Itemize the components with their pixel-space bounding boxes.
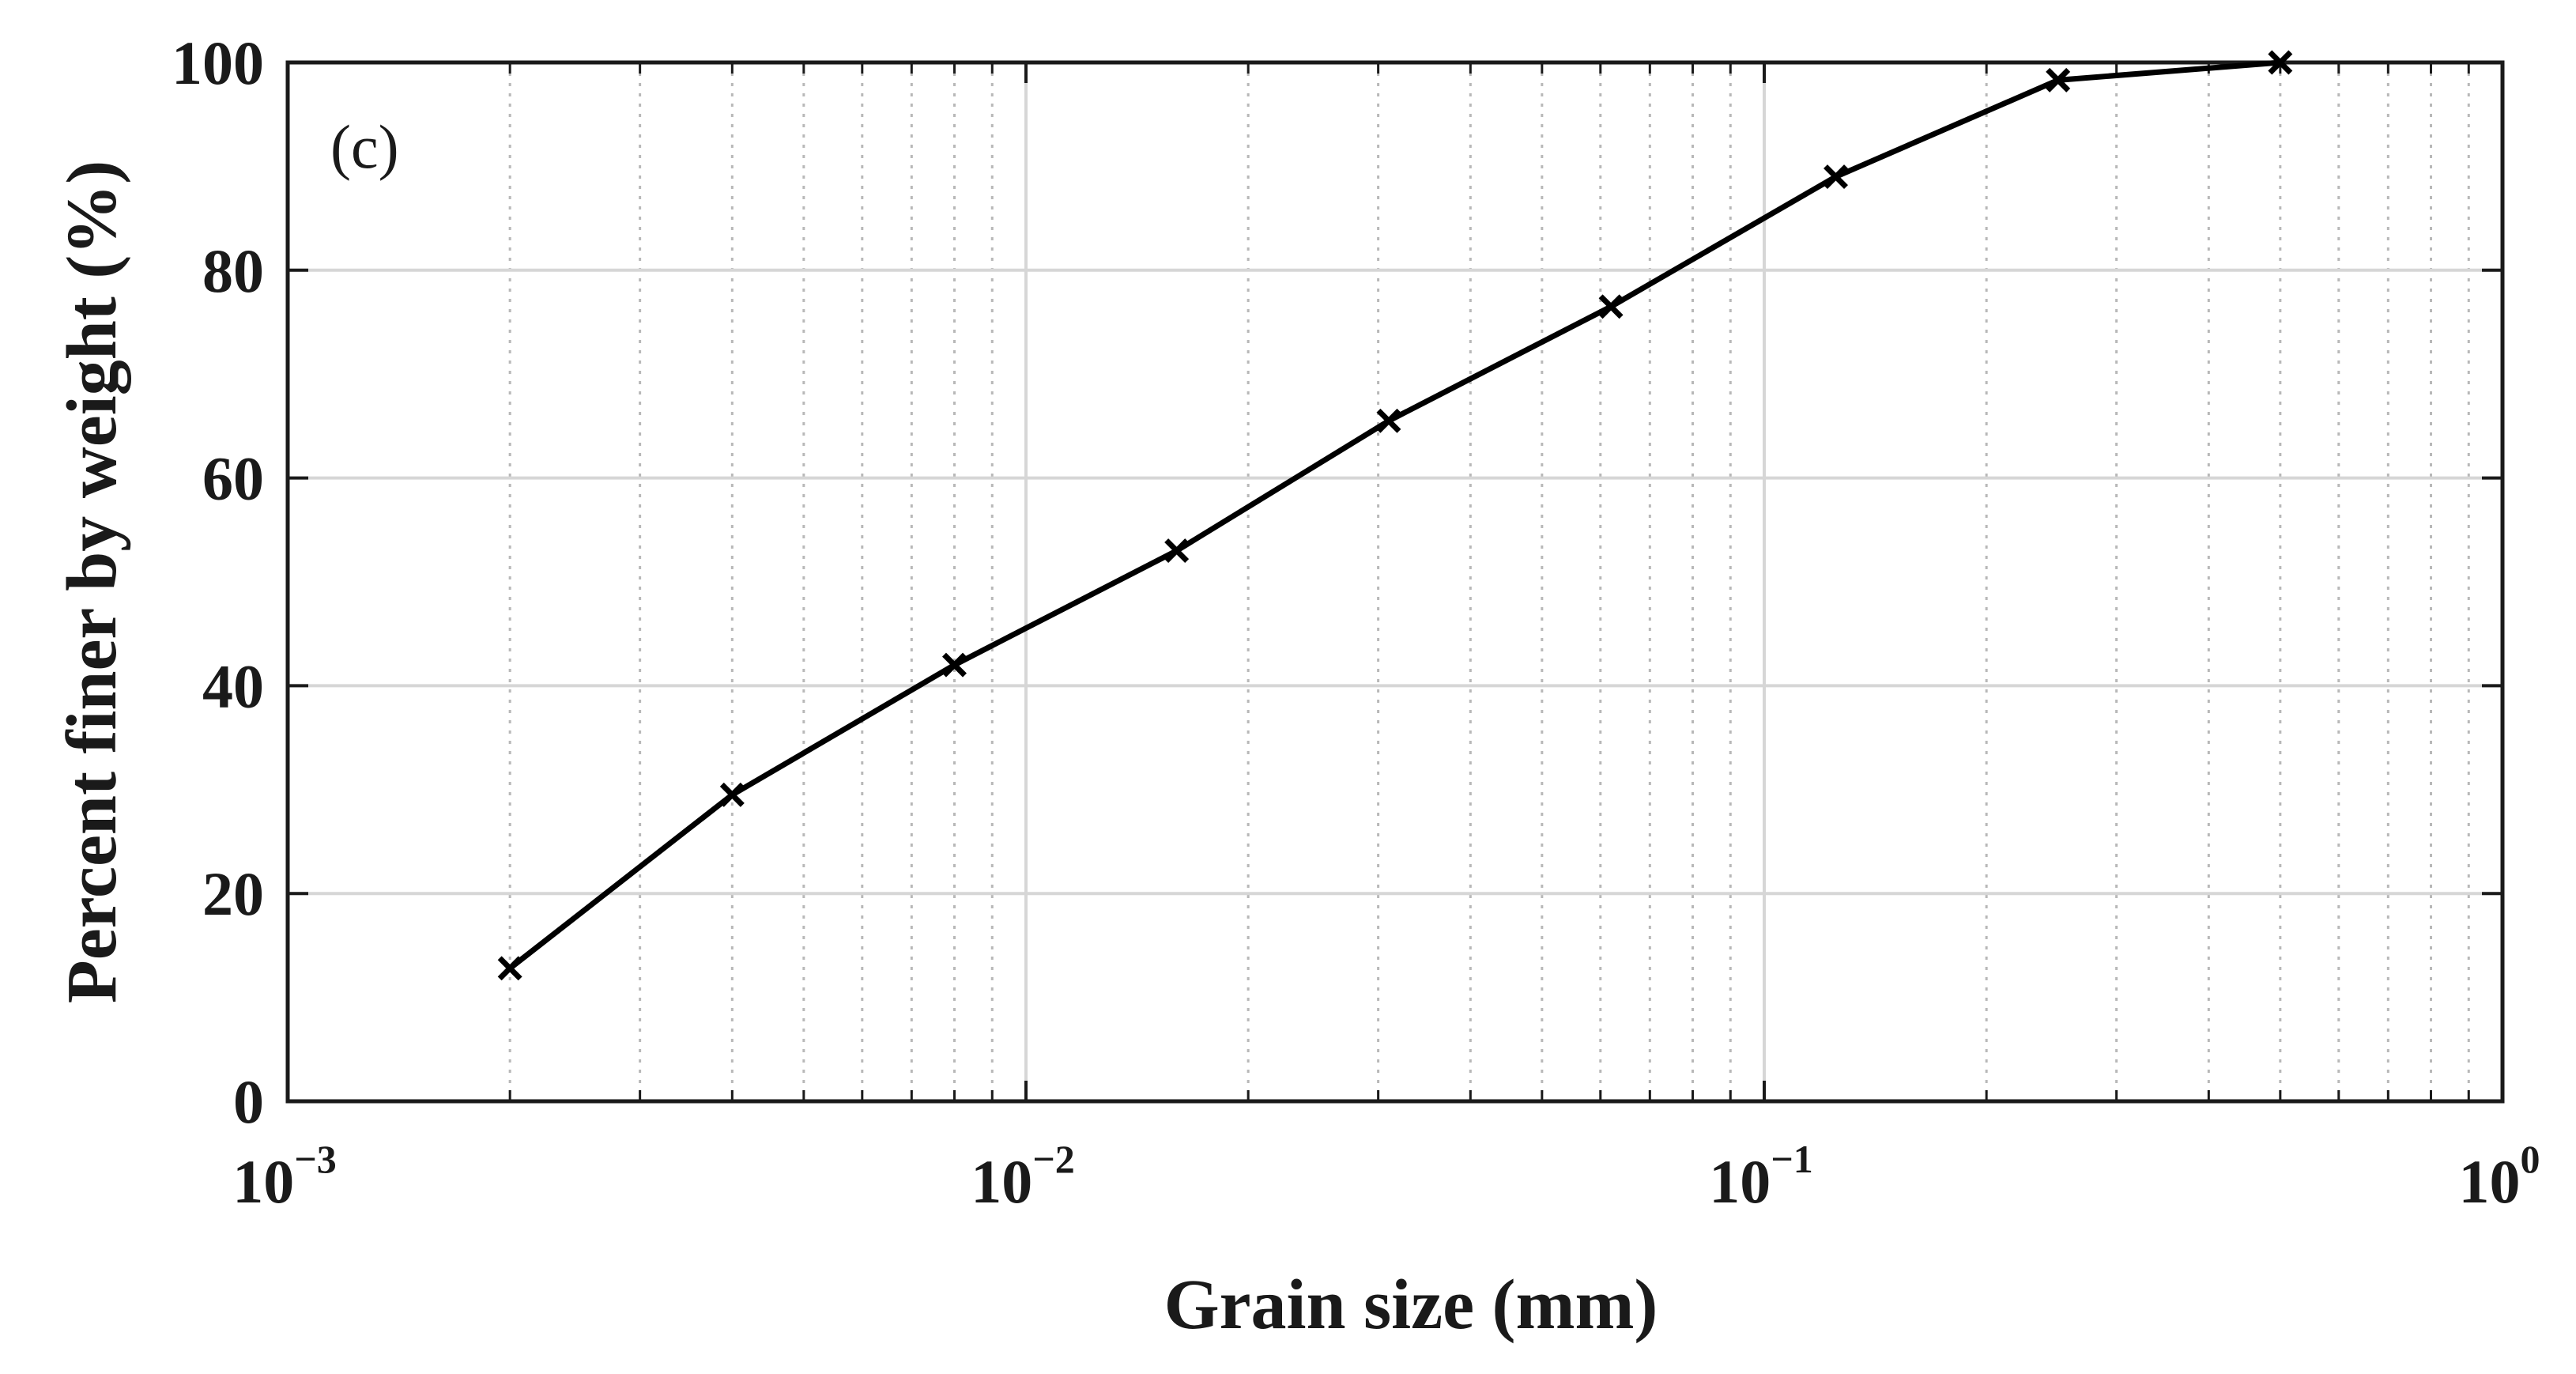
- marker-stroke: [1376, 408, 1401, 433]
- panel-label: (c): [330, 112, 399, 181]
- marker-stroke: [1164, 538, 1190, 564]
- x-tick-label: 100: [2459, 1137, 2540, 1216]
- x-tick-label: 10−2: [971, 1137, 1075, 1216]
- x-axis-label: Grain size (mm): [1164, 1266, 1658, 1344]
- data-point-marker: [2046, 67, 2071, 92]
- data-point-marker: [1376, 408, 1401, 433]
- marker-stroke: [2046, 67, 2071, 92]
- x-tick-label: 10−1: [1709, 1137, 1813, 1216]
- plot-frame: [285, 60, 2505, 1104]
- major-grid: [288, 62, 2502, 1101]
- axis-ticks: [286, 61, 2504, 1103]
- data-point-marker: [719, 782, 745, 807]
- y-tick-label: 80: [202, 236, 264, 305]
- data-point-marker: [1824, 164, 1848, 190]
- marker-stroke: [719, 782, 745, 807]
- data-point-marker: [2268, 50, 2293, 75]
- y-tick-label: 20: [202, 859, 264, 928]
- y-tick-label: 60: [202, 444, 264, 513]
- marker-stroke: [497, 956, 522, 981]
- series-line: [508, 59, 2281, 971]
- y-tick-label: 40: [202, 651, 264, 720]
- series-layer: [497, 50, 2293, 981]
- marker-stroke: [1824, 164, 1848, 190]
- data-point-marker: [942, 652, 967, 678]
- minor-grid: [508, 62, 2470, 1101]
- marker-stroke: [2268, 50, 2293, 75]
- y-tick-labels: 0 20 40 60 80 100: [172, 28, 264, 1136]
- marker-stroke: [1598, 294, 1624, 319]
- data-point-marker: [497, 956, 522, 981]
- x-tick-labels: 10−3 10−2 10−1 100: [232, 1137, 2540, 1216]
- data-point-marker: [1598, 294, 1624, 319]
- y-tick-label: 0: [233, 1067, 264, 1136]
- y-axis-label: Percent finer by weight (%): [53, 160, 131, 1003]
- marker-stroke: [942, 652, 967, 678]
- x-tick-label: 10−3: [232, 1137, 337, 1216]
- data-point-marker: [1164, 538, 1190, 564]
- y-tick-label: 100: [172, 28, 264, 97]
